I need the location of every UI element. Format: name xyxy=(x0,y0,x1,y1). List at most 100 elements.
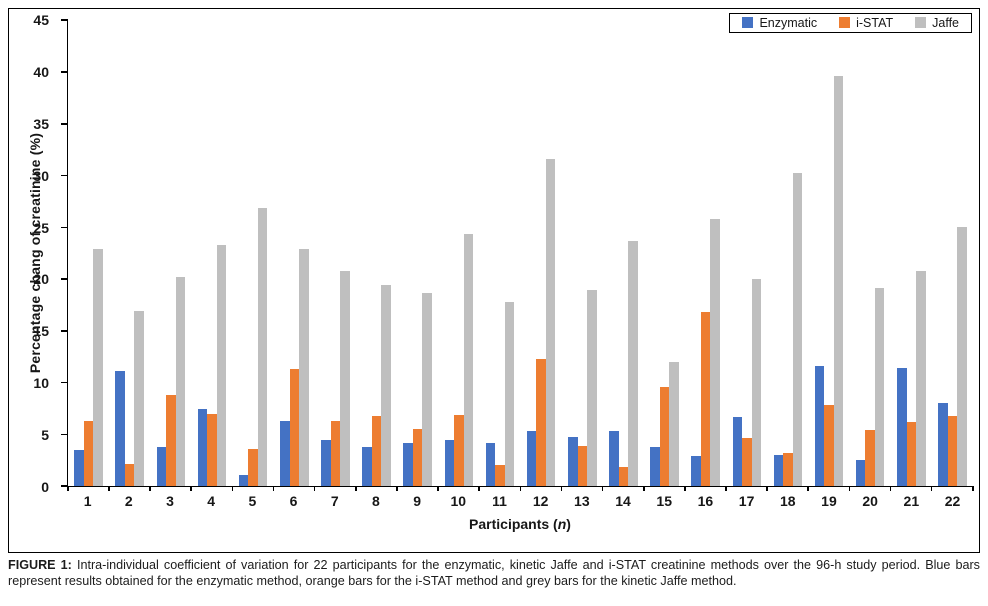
x-axis-tick xyxy=(354,486,357,491)
x-category-label: 9 xyxy=(413,493,421,509)
bar-enzymatic-12 xyxy=(526,431,537,486)
legend-item-enzymatic: Enzymatic xyxy=(742,16,817,30)
bar-enzymatic-17 xyxy=(732,416,743,486)
legend-label: Jaffe xyxy=(932,15,959,30)
x-axis-title: Participants (n) xyxy=(67,516,973,532)
x-axis-tick xyxy=(478,486,480,491)
bar-jaffe-19 xyxy=(833,75,844,486)
bar-i-stat-1 xyxy=(83,420,94,486)
bar-jaffe-15 xyxy=(669,361,679,486)
x-axis-tick xyxy=(684,486,686,491)
x-axis-tick xyxy=(848,486,851,491)
bar-i-stat-16 xyxy=(700,312,711,486)
bar-jaffe-6 xyxy=(299,248,309,486)
bar-enzymatic-5 xyxy=(238,474,249,486)
bar-i-stat-10 xyxy=(454,414,464,486)
caption-label: FIGURE 1: xyxy=(8,558,72,572)
bar-group-20 xyxy=(850,20,891,486)
bar-enzymatic-20 xyxy=(855,460,866,486)
x-axis-tick xyxy=(396,486,398,491)
bar-group-8 xyxy=(356,20,397,486)
y-tick-label: 10 xyxy=(33,375,49,392)
bar-group-13 xyxy=(562,20,603,486)
x-axis-tick xyxy=(313,486,316,491)
bar-enzymatic-2 xyxy=(115,371,125,486)
y-axis-tick xyxy=(61,122,68,125)
bar-enzymatic-19 xyxy=(814,365,825,486)
y-axis-tick xyxy=(61,226,68,229)
bar-group-18 xyxy=(767,20,808,486)
y-axis-tick xyxy=(61,174,68,177)
x-axis-tick xyxy=(231,486,234,491)
legend-label: i-STAT xyxy=(856,15,894,30)
bar-group-16 xyxy=(685,20,726,486)
bar-i-stat-14 xyxy=(618,467,629,486)
x-category-label: 17 xyxy=(738,493,755,509)
bar-enzymatic-9 xyxy=(403,442,413,486)
y-tick-label: 45 xyxy=(33,12,49,28)
bar-group-7 xyxy=(315,20,356,486)
bar-group-3 xyxy=(150,20,191,486)
x-axis-tick xyxy=(437,486,439,491)
x-axis-tick xyxy=(725,486,727,491)
bar-i-stat-13 xyxy=(577,445,587,486)
x-axis-title-italic: n xyxy=(557,516,567,532)
x-axis-tick xyxy=(766,486,768,491)
bar-enzymatic-21 xyxy=(897,367,907,486)
bar-jaffe-18 xyxy=(792,173,803,486)
y-tick-label: 30 xyxy=(33,167,49,184)
x-axis-tick xyxy=(807,486,810,491)
bar-group-17 xyxy=(726,20,767,486)
bar-i-stat-2 xyxy=(124,464,135,486)
legend: Enzymatic i-STAT Jaffe xyxy=(729,13,972,33)
bar-group-6 xyxy=(274,20,315,486)
x-category-label: 20 xyxy=(862,493,878,509)
bar-group-15 xyxy=(644,20,685,486)
bar-enzymatic-14 xyxy=(609,431,619,486)
x-axis-tick xyxy=(272,486,275,491)
x-axis-tick xyxy=(972,486,974,491)
bar-i-stat-22 xyxy=(947,415,958,486)
x-category-label: 1 xyxy=(83,493,92,509)
x-category-label: 19 xyxy=(821,493,837,509)
bar-enzymatic-4 xyxy=(197,409,208,486)
x-category-label: 14 xyxy=(615,493,631,509)
x-category-label: 4 xyxy=(207,493,216,509)
bar-jaffe-12 xyxy=(545,158,556,486)
bar-i-stat-5 xyxy=(248,448,258,486)
bar-i-stat-17 xyxy=(742,438,752,486)
y-tick-label: 5 xyxy=(41,427,49,444)
x-category-label: 18 xyxy=(779,493,796,509)
bar-group-1 xyxy=(68,20,109,486)
x-axis-title-post: ) xyxy=(566,516,571,532)
x-axis-tick xyxy=(519,486,522,491)
x-category-label: 8 xyxy=(372,493,380,509)
chart-frame: Percentage chang of creatinine (%) 0 5 10 1… xyxy=(8,8,980,553)
x-axis-labels: 1 2 3 4 5 6 7 8 9 10 11 12 13 14 15 16 17 18 19 20 21 22 xyxy=(67,493,973,509)
bars-row xyxy=(68,20,973,486)
bar-i-stat-8 xyxy=(371,415,382,486)
bar-enzymatic-16 xyxy=(691,455,701,486)
bar-jaffe-8 xyxy=(381,285,391,486)
bar-i-stat-3 xyxy=(166,394,176,486)
legend-swatch-icon xyxy=(839,17,851,28)
legend-label: Enzymatic xyxy=(759,15,818,30)
x-axis-tick xyxy=(108,486,110,491)
x-category-label: 21 xyxy=(903,493,920,509)
y-tick-label: 35 xyxy=(33,115,49,132)
x-axis-tick xyxy=(67,486,69,491)
x-category-label: 22 xyxy=(944,493,961,509)
x-axis-tick xyxy=(889,486,892,491)
bar-i-stat-12 xyxy=(536,358,546,486)
y-axis-tick xyxy=(61,485,68,487)
bar-i-stat-11 xyxy=(495,465,505,486)
x-category-label: 12 xyxy=(532,493,549,509)
bar-jaffe-4 xyxy=(216,244,227,486)
plot-area xyxy=(61,19,974,491)
bar-enzymatic-10 xyxy=(444,440,455,486)
bar-i-stat-21 xyxy=(906,421,917,486)
bar-enzymatic-11 xyxy=(485,442,496,486)
x-category-label: 10 xyxy=(450,493,467,509)
bar-jaffe-2 xyxy=(134,311,144,486)
